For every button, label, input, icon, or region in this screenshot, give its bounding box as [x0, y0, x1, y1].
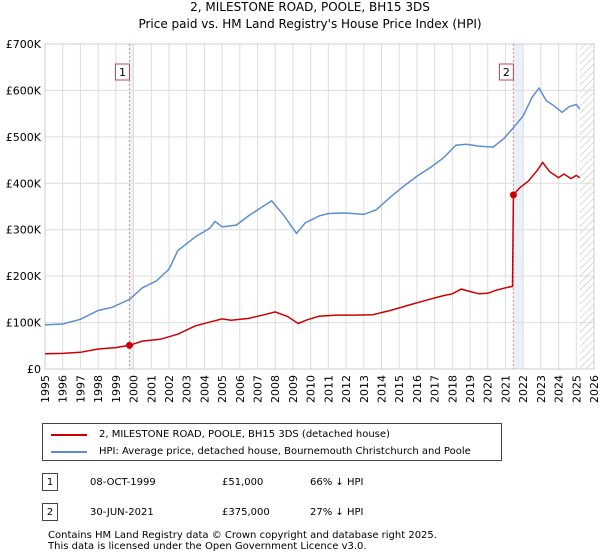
transaction-marker: 1 [42, 473, 58, 491]
x-tick-label: 1995 [39, 375, 52, 403]
legend-label-hpi: HPI: Average price, detached house, Bour… [99, 446, 471, 457]
chart-subtitle: Price paid vs. HM Land Registry's House … [138, 17, 481, 31]
transaction-marker-box [114, 63, 130, 81]
y-tick-label: £600K [6, 84, 42, 97]
transaction-hpi-diff: 27% ↓ HPI [310, 507, 364, 518]
footer: Contains HM Land Registry data © Crown c… [48, 530, 588, 552]
x-tick-label: 2006 [234, 375, 247, 403]
transaction-marker-label: 2 [503, 66, 510, 79]
legend-label-price: 2, MILESTONE ROAD, POOLE, BH15 3DS (deta… [99, 429, 390, 440]
x-tick-label: 2018 [446, 375, 459, 403]
y-tick-label: £0 [27, 363, 41, 376]
hpi-line-swatch [51, 451, 87, 453]
transaction-row: 1 08-OCT-1999 £51,000 66% ↓ HPI [42, 473, 542, 493]
x-tick-label: 2013 [358, 375, 371, 403]
x-tick-label: 2023 [535, 375, 548, 403]
x-tick-label: 2008 [269, 375, 282, 403]
x-tick-label: 2011 [322, 375, 335, 403]
x-tick-label: 2003 [181, 375, 194, 403]
transaction-marker-label: 1 [119, 66, 126, 79]
legend: 2, MILESTONE ROAD, POOLE, BH15 3DS (deta… [42, 423, 502, 461]
transaction-marker: 2 [42, 503, 58, 521]
x-tick-label: 1998 [92, 375, 105, 403]
x-tick-label: 2021 [499, 375, 512, 403]
transaction-date: 08-OCT-1999 [90, 477, 156, 488]
transaction-price: £375,000 [222, 507, 270, 518]
transaction-band [129, 44, 134, 369]
x-tick-label: 2004 [198, 375, 211, 403]
sale-point [125, 341, 133, 349]
x-tick-label: 2020 [482, 375, 495, 403]
y-tick-label: £300K [6, 224, 42, 237]
price-chart: 2, MILESTONE ROAD, POOLE, BH15 3DS Price… [6, 0, 600, 403]
y-tick-label: £100K [6, 317, 42, 330]
x-tick-label: 1999 [110, 375, 123, 403]
x-tick-label: 2017 [429, 375, 442, 403]
x-tick-label: 2009 [287, 375, 300, 403]
plot-area [45, 44, 594, 369]
plot-border [44, 43, 595, 370]
chart-title: 2, MILESTONE ROAD, POOLE, BH15 3DS [190, 0, 430, 14]
price-line-swatch [51, 434, 87, 436]
x-tick-label: 2007 [252, 375, 265, 403]
x-tick-label: 2025 [570, 375, 583, 403]
y-tick-label: £500K [6, 131, 42, 144]
series-line [44, 161, 581, 355]
footer-licence: This data is licensed under the Open Gov… [48, 541, 367, 552]
x-tick-label: 2001 [145, 375, 158, 403]
x-tick-label: 2000 [128, 375, 141, 403]
transaction-price: £51,000 [222, 477, 264, 488]
x-tick-label: 2026 [588, 375, 600, 403]
y-tick-label: £700K [6, 38, 42, 51]
x-tick-label: 1997 [74, 375, 87, 403]
x-tick-label: 2002 [163, 375, 176, 403]
x-tick-label: 2019 [464, 375, 477, 403]
x-tick-label: 2005 [216, 375, 229, 403]
x-tick-label: 2012 [340, 375, 353, 403]
forecast-hatch [579, 44, 594, 369]
x-tick-label: 2014 [375, 375, 388, 403]
transaction-date: 30-JUN-2021 [90, 507, 154, 518]
transaction-marker-box [498, 63, 514, 81]
y-tick-label: £400K [6, 177, 42, 190]
series-line [44, 86, 581, 326]
x-tick-label: 2022 [517, 375, 530, 403]
transaction-band [513, 44, 524, 369]
x-tick-label: 2015 [393, 375, 406, 403]
x-tick-label: 2024 [553, 375, 566, 403]
sale-point [509, 191, 517, 199]
x-tick-label: 2016 [411, 375, 424, 403]
x-tick-label: 1996 [57, 375, 70, 403]
x-tick-label: 2010 [305, 375, 318, 403]
transaction-hpi-diff: 66% ↓ HPI [310, 477, 364, 488]
y-tick-label: £200K [6, 270, 42, 283]
transaction-row: 2 30-JUN-2021 £375,000 27% ↓ HPI [42, 503, 542, 523]
footer-copyright: Contains HM Land Registry data © Crown c… [48, 530, 437, 541]
